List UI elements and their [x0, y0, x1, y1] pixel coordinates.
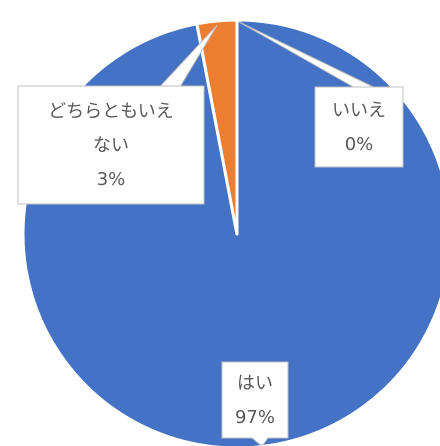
- data-label-1: いいえ 0%: [314, 86, 404, 168]
- leader-line-2: [160, 24, 218, 87]
- data-label-percent: 97%: [235, 407, 275, 428]
- data-label-percent: 3%: [97, 169, 126, 190]
- callout-box: [17, 85, 205, 205]
- leader-lines: [160, 21, 374, 88]
- leader-line-1: [238, 21, 374, 88]
- data-label-text: ない: [93, 135, 129, 156]
- data-label-text: どちらともいえ: [48, 101, 174, 122]
- pie-slice-2: [195, 18, 239, 236]
- data-label-text: いいえ: [332, 100, 386, 121]
- callout-box: [314, 86, 404, 168]
- data-label-percent: 0%: [345, 134, 374, 155]
- data-label-0: はい 97%: [221, 361, 289, 446]
- callout-box: [221, 361, 289, 446]
- data-label-text: はい: [237, 373, 273, 394]
